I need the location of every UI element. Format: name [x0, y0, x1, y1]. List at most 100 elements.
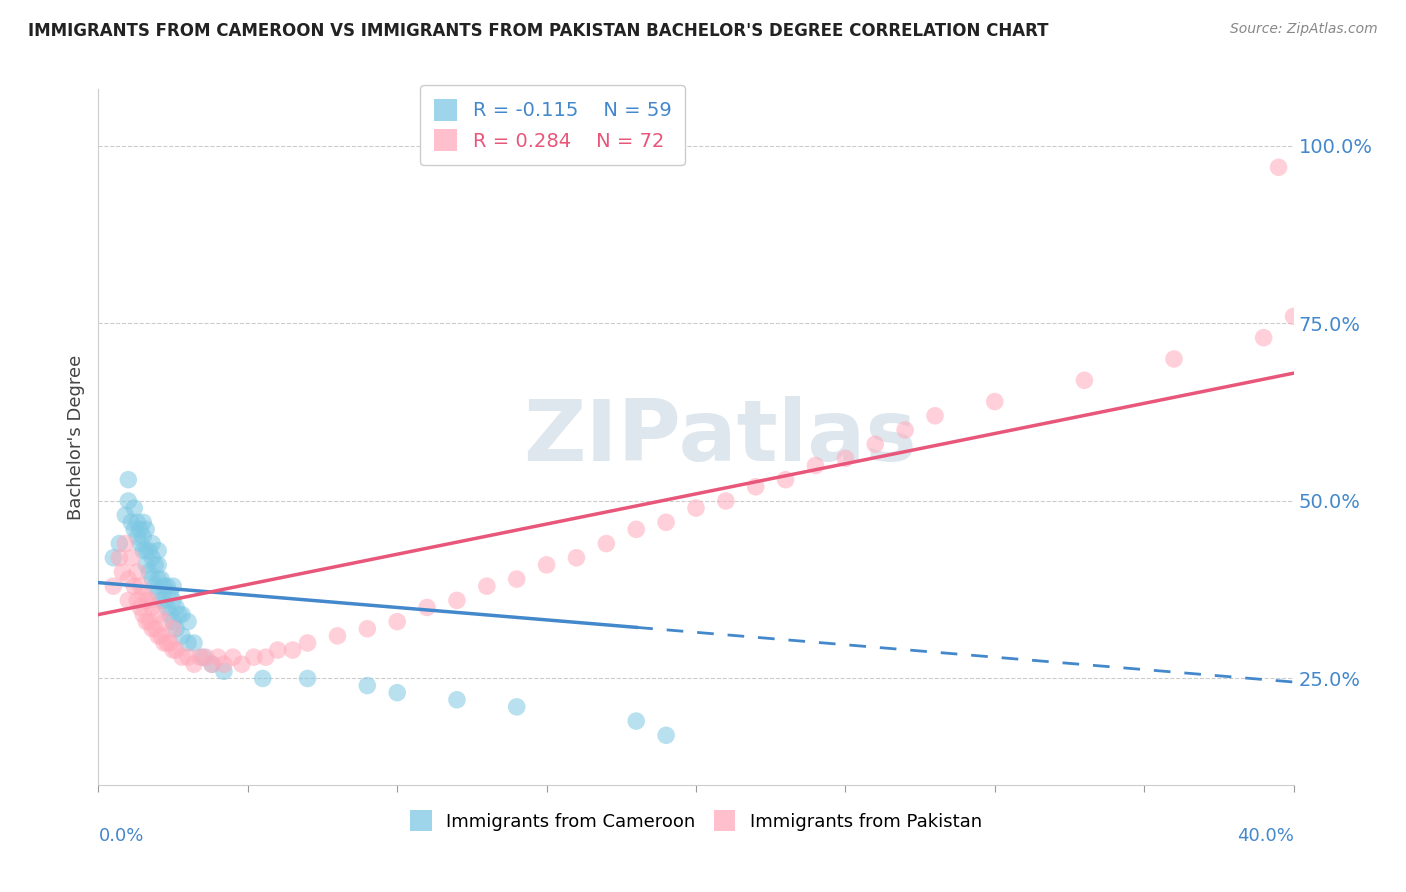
Point — [117, 494, 139, 508]
Point — [135, 615, 157, 629]
Point — [984, 394, 1007, 409]
Point — [446, 593, 468, 607]
Point — [506, 699, 529, 714]
Point — [138, 543, 160, 558]
Point — [120, 550, 142, 565]
Point — [150, 629, 173, 643]
Text: Source: ZipAtlas.com: Source: ZipAtlas.com — [1230, 22, 1378, 37]
Point — [172, 607, 194, 622]
Point — [162, 643, 184, 657]
Point — [162, 579, 184, 593]
Text: IMMIGRANTS FROM CAMEROON VS IMMIGRANTS FROM PAKISTAN BACHELOR'S DEGREE CORRELATI: IMMIGRANTS FROM CAMEROON VS IMMIGRANTS F… — [28, 22, 1049, 40]
Point — [153, 615, 176, 629]
Point — [141, 622, 163, 636]
Point — [167, 607, 190, 622]
Point — [141, 600, 163, 615]
Point — [191, 650, 214, 665]
Point — [150, 572, 173, 586]
Point — [834, 451, 856, 466]
Point — [595, 536, 617, 550]
Point — [103, 550, 125, 565]
Point — [129, 579, 152, 593]
Point — [111, 565, 134, 579]
Point — [165, 600, 187, 615]
Point — [212, 657, 235, 672]
Point — [924, 409, 946, 423]
Point — [297, 636, 319, 650]
Legend: Immigrants from Cameroon, Immigrants from Pakistan: Immigrants from Cameroon, Immigrants fro… — [404, 804, 988, 838]
Point — [148, 629, 170, 643]
Point — [212, 665, 235, 679]
Point — [475, 579, 498, 593]
Point — [326, 629, 349, 643]
Point — [162, 615, 184, 629]
Point — [183, 657, 205, 672]
Point — [148, 558, 170, 572]
Point — [132, 586, 155, 600]
Point — [132, 543, 155, 558]
Point — [156, 636, 179, 650]
Point — [356, 622, 378, 636]
Point — [141, 536, 163, 550]
Point — [162, 593, 184, 607]
Point — [267, 643, 290, 657]
Text: ZIPatlas: ZIPatlas — [523, 395, 917, 479]
Point — [135, 543, 157, 558]
Point — [132, 607, 155, 622]
Point — [117, 593, 139, 607]
Point — [138, 615, 160, 629]
Point — [714, 494, 737, 508]
Point — [114, 536, 136, 550]
Text: 40.0%: 40.0% — [1237, 827, 1294, 845]
Point — [201, 657, 224, 672]
Point — [222, 650, 245, 665]
Point — [153, 579, 176, 593]
Point — [1073, 373, 1095, 387]
Point — [156, 579, 179, 593]
Point — [385, 615, 409, 629]
Point — [127, 565, 149, 579]
Point — [127, 593, 149, 607]
Point — [148, 607, 170, 622]
Point — [1282, 310, 1305, 324]
Point — [138, 593, 160, 607]
Point — [165, 622, 187, 636]
Y-axis label: Bachelor's Degree: Bachelor's Degree — [66, 354, 84, 520]
Point — [135, 522, 157, 536]
Point — [108, 550, 131, 565]
Point — [103, 579, 125, 593]
Text: 0.0%: 0.0% — [98, 827, 143, 845]
Point — [177, 650, 200, 665]
Point — [655, 728, 678, 742]
Point — [143, 622, 166, 636]
Point — [129, 600, 152, 615]
Point — [138, 565, 160, 579]
Point — [356, 679, 378, 693]
Point — [177, 615, 200, 629]
Point — [162, 622, 184, 636]
Point — [159, 586, 181, 600]
Point — [124, 579, 146, 593]
Point — [626, 714, 648, 728]
Point — [865, 437, 887, 451]
Point — [127, 516, 149, 530]
Point — [183, 636, 205, 650]
Point — [1163, 351, 1185, 366]
Point — [124, 522, 146, 536]
Point — [165, 643, 187, 657]
Point — [143, 558, 166, 572]
Point — [894, 423, 917, 437]
Point — [775, 473, 797, 487]
Point — [685, 501, 707, 516]
Point — [141, 550, 163, 565]
Point — [129, 522, 152, 536]
Point — [172, 650, 194, 665]
Point — [1253, 331, 1275, 345]
Point — [156, 600, 179, 615]
Point — [120, 516, 142, 530]
Point — [114, 508, 136, 523]
Point — [655, 516, 678, 530]
Point — [804, 458, 827, 473]
Point — [148, 572, 170, 586]
Point — [132, 516, 155, 530]
